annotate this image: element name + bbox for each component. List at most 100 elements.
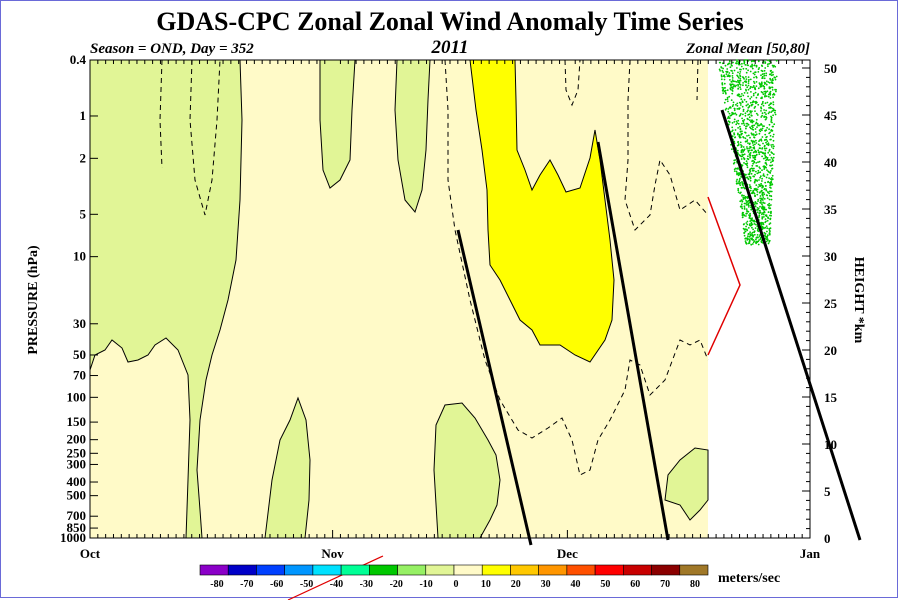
pressure-tick-label: 250 <box>67 445 87 460</box>
colorbar-swatch <box>651 564 681 576</box>
scatter-point <box>745 104 748 107</box>
scatter-point <box>760 190 762 193</box>
colorbar-label: -80 <box>210 579 223 590</box>
scatter-point <box>771 86 773 89</box>
scatter-point <box>736 122 739 124</box>
scatter-point <box>753 124 756 127</box>
scatter-point <box>747 84 750 87</box>
scatter-point <box>753 160 756 163</box>
scatter-point <box>731 72 734 75</box>
scatter-point <box>754 71 757 74</box>
scatter-point <box>749 101 752 104</box>
subtitle-year: 2011 <box>431 37 469 58</box>
scatter-point <box>770 204 772 206</box>
scatter-point <box>761 184 763 187</box>
scatter-point <box>735 120 738 123</box>
scatter-point <box>767 191 769 194</box>
scatter-point <box>745 125 747 128</box>
scatter-point <box>769 93 772 96</box>
colorbar-label: -70 <box>240 579 253 590</box>
scatter-point <box>747 103 749 106</box>
scatter-point <box>768 232 771 234</box>
scatter-point <box>748 153 751 155</box>
scatter-point <box>760 123 763 126</box>
scatter-point <box>757 161 759 164</box>
scatter-point <box>739 184 742 187</box>
scatter-point <box>731 83 734 86</box>
scatter-point <box>769 90 772 93</box>
colorbar-label: 10 <box>481 579 491 590</box>
scatter-point <box>730 114 733 117</box>
height-tick-label: 15 <box>824 390 838 405</box>
scatter-point <box>767 239 769 242</box>
scatter-point <box>751 121 754 124</box>
scatter-point <box>733 121 736 123</box>
scatter-point <box>765 109 767 112</box>
scatter-point <box>768 202 771 205</box>
scatter-point <box>759 171 762 174</box>
scatter-point <box>760 107 763 110</box>
scatter-point <box>772 96 774 99</box>
scatter-point <box>754 105 757 108</box>
scatter-point <box>739 141 742 144</box>
scatter-point <box>736 94 739 97</box>
scatter-point <box>744 187 746 190</box>
scatter-point <box>727 108 730 110</box>
scatter-point <box>768 194 771 197</box>
scatter-point <box>760 106 762 109</box>
scatter-point <box>741 211 744 214</box>
scatter-point <box>757 71 760 73</box>
scatter-point <box>758 140 760 143</box>
scatter-point <box>754 195 756 197</box>
scatter-point <box>737 122 740 125</box>
scatter-point <box>748 105 751 107</box>
scatter-point <box>742 198 745 201</box>
scatter-point <box>747 142 749 145</box>
scatter-point <box>763 187 766 190</box>
scatter-point <box>734 112 737 115</box>
scatter-point <box>735 113 738 116</box>
scatter-point <box>740 175 743 178</box>
height-tick-label: 40 <box>824 155 837 170</box>
scatter-point <box>768 150 771 152</box>
scatter-point <box>739 77 742 80</box>
scatter-point <box>763 81 766 84</box>
scatter-point <box>743 98 746 101</box>
scatter-point <box>755 112 758 115</box>
scatter-point <box>758 235 761 238</box>
scatter-point <box>727 62 730 65</box>
scatter-point <box>745 88 747 91</box>
colorbar-label: -60 <box>270 579 283 590</box>
scatter-point <box>767 95 770 98</box>
scatter-point <box>763 115 766 118</box>
scatter-point <box>737 189 740 192</box>
scatter-point <box>731 77 734 79</box>
scatter-point <box>766 197 769 200</box>
scatter-point <box>749 120 752 123</box>
scatter-point <box>739 86 741 89</box>
scatter-point <box>727 115 730 118</box>
colorbar-label: -50 <box>300 579 313 590</box>
scatter-point <box>739 84 742 86</box>
scatter-point <box>746 110 749 113</box>
scatter-point <box>752 162 754 165</box>
pressure-tick-label: 300 <box>67 456 87 471</box>
scatter-point <box>731 130 733 133</box>
scatter-point <box>756 211 759 214</box>
scatter-point <box>756 202 758 205</box>
scatter-point <box>747 76 750 78</box>
scatter-point <box>751 142 754 144</box>
scatter-point <box>728 60 731 63</box>
colorbar-label: 50 <box>600 579 610 590</box>
scatter-point <box>769 79 772 81</box>
scatter-point <box>723 82 726 85</box>
negative-anomaly-region-nov-low <box>264 396 311 539</box>
scatter-point <box>745 84 747 86</box>
scatter-point <box>762 104 765 107</box>
scatter-point <box>755 241 757 244</box>
scatter-point <box>753 154 756 157</box>
scatter-point <box>754 143 756 146</box>
scatter-point <box>750 114 753 117</box>
scatter-point <box>731 64 733 67</box>
